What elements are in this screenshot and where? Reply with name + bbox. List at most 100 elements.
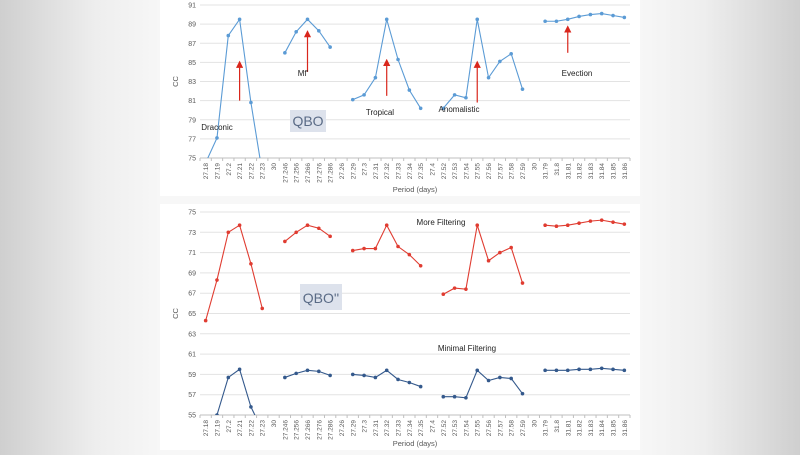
data-point xyxy=(362,246,366,251)
data-point xyxy=(350,248,355,253)
data-point xyxy=(418,384,423,389)
x-tick-label: 27.256 xyxy=(294,420,301,440)
x-tick-label: 31.84 xyxy=(599,420,606,437)
data-point xyxy=(452,394,457,399)
data-point xyxy=(373,246,378,251)
data-point xyxy=(407,88,412,92)
y-tick-label: 87 xyxy=(188,41,196,48)
data-point xyxy=(486,258,491,263)
data-point xyxy=(305,368,310,373)
data-point xyxy=(611,220,615,224)
data-point xyxy=(418,106,423,111)
x-tick-label: 31.83 xyxy=(588,420,595,437)
data-point xyxy=(373,75,378,80)
x-tick-label: 27.58 xyxy=(509,420,516,437)
x-tick-label: 27.23 xyxy=(260,163,267,180)
data-point xyxy=(452,286,457,290)
y-axis-title: CC xyxy=(171,308,180,319)
x-tick-label: 27.54 xyxy=(463,420,470,437)
data-point xyxy=(396,57,400,62)
x-tick-label: 27.18 xyxy=(203,163,210,180)
x-tick-label: 27.266 xyxy=(305,420,312,440)
x-tick-label: 31.84 xyxy=(599,163,606,180)
data-point xyxy=(226,230,231,235)
y-tick-label: 75 xyxy=(188,210,196,217)
y-tick-label: 83 xyxy=(188,79,196,86)
data-point xyxy=(283,51,287,55)
y-tick-label: 55 xyxy=(188,413,196,420)
data-point xyxy=(475,17,480,22)
data-point xyxy=(237,17,242,22)
data-point xyxy=(249,261,253,266)
x-tick-label: 27.4 xyxy=(429,163,436,176)
qbo-filtered-label: QBO'' xyxy=(303,290,339,306)
x-tick-label: 27.246 xyxy=(282,163,289,183)
data-point xyxy=(407,252,412,257)
data-point xyxy=(498,250,502,255)
data-point xyxy=(588,367,593,372)
data-point xyxy=(317,369,321,374)
x-tick-label: 27.33 xyxy=(396,420,403,437)
x-tick-label: 31.8 xyxy=(554,163,561,176)
x-tick-label: 27.286 xyxy=(328,420,335,440)
x-tick-label: 27.31 xyxy=(373,163,380,180)
x-tick-label: 27.19 xyxy=(214,163,221,180)
data-point xyxy=(226,33,231,38)
data-point xyxy=(509,245,513,250)
x-tick-label: 27.29 xyxy=(350,163,357,180)
y-tick-label: 61 xyxy=(188,352,196,359)
series-line-more-filtering-tropical xyxy=(352,223,422,267)
x-tick-label: 31.85 xyxy=(611,163,618,180)
data-point xyxy=(305,223,310,227)
data-point xyxy=(362,93,366,97)
series-line-minimal-filtering-draconic xyxy=(216,368,256,415)
y-tick-label: 71 xyxy=(188,250,196,257)
plot-area xyxy=(203,218,627,415)
data-point xyxy=(475,368,480,373)
data-point xyxy=(577,367,581,372)
data-point xyxy=(441,106,446,111)
x-tick-label: 30 xyxy=(271,163,278,171)
x-tick-label: 27.32 xyxy=(384,163,391,180)
x-tick-label: 31.79 xyxy=(543,420,550,437)
series-line-more-filtering-mf xyxy=(284,224,331,242)
data-point xyxy=(215,278,219,282)
data-point xyxy=(317,226,321,231)
series-line-minimal-filtering-tropical xyxy=(352,369,421,388)
x-tick-label: 27.56 xyxy=(486,420,493,437)
series-line-anomalistic xyxy=(442,19,524,109)
x-tick-label: 30 xyxy=(271,420,278,428)
x-tick-label: 31.83 xyxy=(588,163,595,180)
data-point xyxy=(599,218,604,222)
annotation-more-filtering: More Filtering xyxy=(417,218,466,227)
data-point xyxy=(622,368,627,373)
data-point xyxy=(543,368,547,373)
data-point xyxy=(305,17,310,22)
x-tick-label: 27.57 xyxy=(497,163,504,180)
data-point xyxy=(294,230,298,235)
data-point xyxy=(554,19,559,24)
x-tick-label: 27.22 xyxy=(248,163,255,180)
x-tick-label: 27.53 xyxy=(452,163,459,180)
data-point xyxy=(350,372,355,377)
qbo-filtered-chart: 55 57 59 61 63 65 67 69 71 73 75 27.18 27.19 27.2 27.2… xyxy=(171,210,631,448)
x-tick-label: 27.52 xyxy=(441,420,448,437)
y-tick-label: 57 xyxy=(188,392,196,399)
data-point xyxy=(486,75,491,80)
data-point xyxy=(509,376,513,381)
data-point xyxy=(509,51,513,56)
data-point xyxy=(464,287,468,291)
x-tick-label: 31.8 xyxy=(554,420,561,433)
x-tick-label: 27.31 xyxy=(373,420,380,437)
x-tick-label: 27.35 xyxy=(418,163,425,180)
x-tick-label: 27.34 xyxy=(407,163,414,180)
y-axis-title: CC xyxy=(171,76,180,87)
series-line-more-filtering-evection xyxy=(545,219,625,227)
data-point xyxy=(565,223,570,227)
data-point xyxy=(520,87,525,91)
y-tick-label: 75 xyxy=(188,156,196,163)
data-point xyxy=(498,59,502,64)
data-point xyxy=(543,223,547,227)
x-tick-label: 31.86 xyxy=(622,163,629,180)
data-point xyxy=(294,29,298,34)
